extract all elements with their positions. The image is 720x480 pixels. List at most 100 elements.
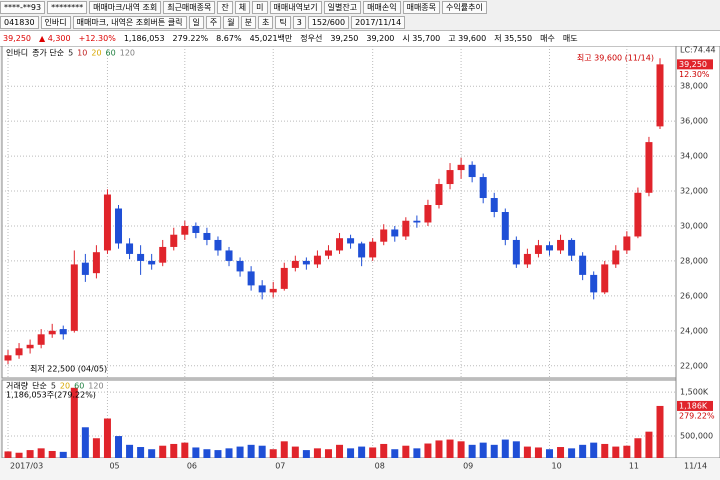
volume-bar (48, 450, 56, 458)
candle-body (258, 285, 266, 293)
toolbar-button[interactable]: 일별잔고 (323, 1, 362, 14)
toolbar-button[interactable]: ****-**93 (0, 1, 46, 14)
volume-ratio-label: 279.22% (679, 411, 715, 420)
y-tick-label: 1,500K (680, 388, 709, 397)
toolbar-button[interactable]: 041830 (0, 16, 39, 29)
x-tick-label: 08 (375, 462, 385, 471)
axis-background (675, 46, 720, 459)
toolbar-button[interactable]: 매매종목 (402, 1, 441, 14)
volume-bar (148, 449, 156, 458)
legend-entry: 60 (74, 382, 84, 391)
volume-bar (347, 448, 355, 458)
volume-bar (4, 451, 12, 458)
y-tick-label: 30,000 (680, 221, 708, 230)
toolbar-button[interactable]: 2017/11/14 (351, 16, 406, 29)
volume-bar (336, 444, 344, 458)
volume-bar (159, 445, 167, 458)
candle-body (148, 260, 156, 265)
candle-body (457, 164, 465, 171)
volume-bar (115, 436, 123, 458)
x-tick-label: 11 (629, 462, 639, 471)
info-field: 매수 (540, 34, 555, 43)
volume-bar (380, 443, 388, 458)
candle-body (534, 245, 542, 254)
candle-body (181, 225, 189, 235)
legend-entry: 5 (51, 382, 56, 391)
toolbar-button[interactable]: 매매마크/내역 조회 (89, 1, 162, 14)
x-tick-label: 11/14 (684, 462, 707, 471)
toolbar-button[interactable]: 매매손익 (363, 1, 401, 14)
candle-body (557, 239, 565, 251)
volume-bar (15, 452, 23, 458)
y-tick-label: 500,000 (680, 432, 713, 441)
legend-entry: 20 (91, 49, 101, 58)
volume-bar (291, 446, 299, 458)
toolbar-button[interactable]: 매매마크, 내역은 조회버튼 클릭 (72, 16, 187, 29)
volume-bar (369, 447, 377, 458)
volume-bar (656, 405, 664, 458)
candle-body (623, 236, 631, 251)
x-tick-label: 2017/03 (10, 462, 43, 471)
candle-body (446, 170, 454, 185)
toolbar-button[interactable]: 인바디 (40, 16, 71, 29)
candle-body (48, 330, 56, 335)
toolbar-button[interactable]: 체 (234, 1, 251, 14)
candle-body (523, 253, 531, 265)
toolbar-button[interactable]: 분 (240, 16, 256, 29)
volume-bar (26, 450, 34, 458)
info-field: 시 35,700 (402, 34, 441, 43)
candle-body (170, 234, 178, 247)
candle-body (512, 239, 520, 265)
candle-body (347, 238, 355, 244)
toolbar-button[interactable]: 최근매매종목 (163, 1, 216, 14)
chart: 22,000 24,000 26,000 28,000 30,000 32,000 34,0… (0, 46, 720, 480)
volume-bar (534, 447, 542, 458)
volume-bar (523, 446, 531, 458)
toolbar-button[interactable]: 주 (205, 16, 222, 29)
y-tick-label: 36,000 (680, 117, 708, 126)
volume-bar (103, 418, 111, 458)
toolbar-button[interactable]: 3 (292, 16, 306, 29)
candle-body (435, 184, 443, 206)
info-field: 39,200 (366, 34, 395, 43)
volume-bar (59, 451, 67, 458)
y-tick-label: 34,000 (680, 152, 708, 161)
toolbar-row: ****-**93 ******** 매매마크/내역 조회 최근매매종목 잔 체 미 매매내역… (0, 0, 720, 15)
toolbar-button[interactable]: 월 (223, 16, 239, 29)
candle-body (126, 243, 134, 254)
toolbar-button[interactable]: 잔 (217, 1, 233, 14)
candle-body (159, 246, 167, 263)
toolbar-button[interactable]: ******** (47, 1, 88, 14)
candle-body (4, 355, 12, 361)
candle-body (590, 274, 598, 293)
candle-body (192, 225, 200, 233)
volume-bar (258, 445, 266, 458)
candle-body (324, 250, 332, 256)
toolbar-button[interactable]: 매매내역보기 (269, 1, 322, 14)
info-field: 정우선 (300, 34, 323, 43)
plot-background (1, 46, 677, 379)
legend-entry: 120 (120, 49, 135, 58)
candle-body (568, 239, 576, 256)
toolbar-button[interactable]: 미 (252, 1, 268, 14)
volume-bar (413, 448, 421, 458)
candle-body (225, 250, 233, 261)
volume-bar (557, 447, 565, 458)
candle-body (236, 260, 244, 272)
y-tick-label: 24,000 (680, 326, 708, 335)
volume-bar (590, 442, 598, 458)
toolbar-button[interactable]: 초 (258, 16, 274, 29)
toolbar-button[interactable]: 152/600 (307, 16, 350, 29)
candle-body (203, 232, 211, 240)
candle-body (645, 142, 653, 193)
toolbar-row: 041830 인바디 매매마크, 내역은 조회버튼 클릭 일 주 월 분 초 틱 3 152/600… (0, 15, 720, 30)
legend-entry: 단순 (32, 381, 47, 391)
legend-entry: 거래량 (6, 381, 29, 391)
volume-bar (501, 439, 509, 458)
info-field: 39,250 (3, 34, 31, 43)
info-field: 45,021백만 (249, 34, 293, 43)
x-axis-background (0, 458, 720, 480)
toolbar-button[interactable]: 수익률추이 (442, 1, 487, 14)
toolbar-button[interactable]: 일 (188, 16, 204, 29)
toolbar-button[interactable]: 틱 (275, 16, 291, 29)
